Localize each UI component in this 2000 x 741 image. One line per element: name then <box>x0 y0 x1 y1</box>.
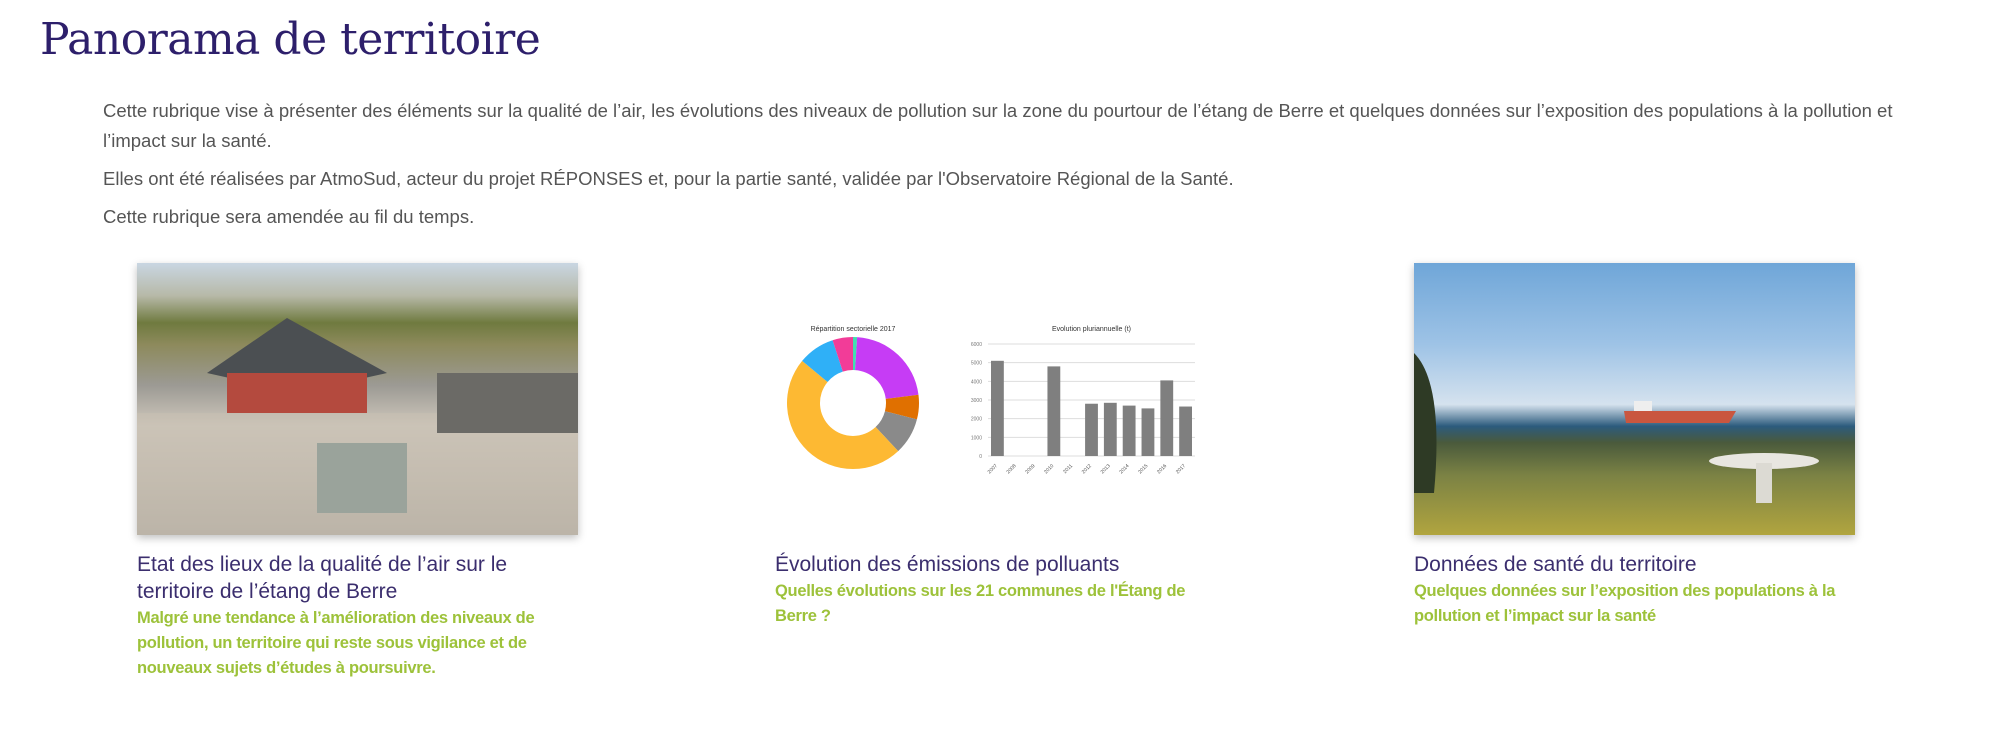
bar <box>1122 405 1136 456</box>
emissions-charts[interactable]: Répartition sectorielle 2017 Evolution pl… <box>775 263 1216 535</box>
seaside-photo[interactable] <box>1414 263 1855 535</box>
pie-slice <box>875 411 917 452</box>
card-title-text[interactable]: Données de santé du territoire <box>1414 553 1697 576</box>
pie-slice <box>832 337 853 372</box>
pie-slice <box>855 337 919 399</box>
x-tick-label: 2007 <box>987 463 999 475</box>
y-tick-label: 6000 <box>971 342 982 348</box>
intro-paragraph: Cette rubrique sera amendée au fil du te… <box>103 206 475 227</box>
bar <box>1047 366 1061 456</box>
card-title-text[interactable]: Évolution des émissions de polluants <box>775 553 1120 576</box>
y-tick-label: 2000 <box>971 417 982 423</box>
bar <box>991 360 1004 456</box>
card-emissions[interactable]: Répartition sectorielle 2017 Evolution pl… <box>775 263 1216 625</box>
x-tick-label: 2015 <box>1137 463 1149 475</box>
bar-title: Evolution pluriannuelle (t) <box>1052 326 1131 333</box>
intro-text: Cette rubrique vise à présenter des élém… <box>103 96 1923 240</box>
x-tick-label: 2011 <box>1062 463 1074 475</box>
x-tick-label: 2017 <box>1175 463 1187 475</box>
card-subtitle: Quelques données sur l’exposition des po… <box>1414 582 1836 625</box>
building-illustration <box>137 318 578 535</box>
bar <box>1085 403 1098 456</box>
bar <box>1103 402 1117 456</box>
pie-slice <box>802 340 843 382</box>
y-tick-label: 1000 <box>971 435 982 441</box>
intro-paragraph: Cette rubrique vise à présenter des élém… <box>103 100 1893 151</box>
card-health[interactable]: Données de santé du territoire Quelques … <box>1414 263 1855 625</box>
building-photo[interactable] <box>137 263 578 535</box>
card-air-quality[interactable]: Etat des lieux de la qualité de l’air su… <box>137 263 578 677</box>
intro-paragraph: Elles ont été réalisées par AtmoSud, act… <box>103 168 1234 189</box>
x-tick-label: 2012 <box>1081 463 1093 475</box>
y-tick-label: 4000 <box>971 379 982 385</box>
pie-slice <box>787 360 899 469</box>
y-tick-label: 0 <box>979 454 982 460</box>
x-tick-label: 2009 <box>1024 463 1036 475</box>
card-title[interactable]: Données de santé du territoire Quelques … <box>1414 551 1855 629</box>
page-title: Panorama de territoire <box>40 14 541 65</box>
bar <box>1141 408 1155 456</box>
y-tick-label: 3000 <box>971 398 982 404</box>
pie-slice <box>853 337 858 371</box>
y-tick-label: 5000 <box>971 361 982 367</box>
x-tick-label: 2013 <box>1100 463 1112 475</box>
x-tick-label: 2014 <box>1118 463 1130 475</box>
card-subtitle: Malgré une tendance à l’amélioration des… <box>137 609 535 677</box>
card-title-text[interactable]: Etat des lieux de la qualité de l’air su… <box>137 553 508 603</box>
x-tick-label: 2010 <box>1043 463 1055 475</box>
bar <box>1179 406 1192 456</box>
bar <box>1160 380 1174 456</box>
x-tick-label: 2016 <box>1156 463 1168 475</box>
card-title[interactable]: Évolution des émissions de polluants Que… <box>775 551 1216 629</box>
seaside-illustration <box>1414 353 1819 503</box>
card-subtitle: Quelles évolutions sur les 21 communes d… <box>775 582 1186 625</box>
pie-title: Répartition sectorielle 2017 <box>811 326 896 333</box>
pie-slice <box>884 394 919 420</box>
card-title[interactable]: Etat des lieux de la qualité de l’air su… <box>137 551 578 681</box>
x-tick-label: 2008 <box>1006 463 1018 475</box>
